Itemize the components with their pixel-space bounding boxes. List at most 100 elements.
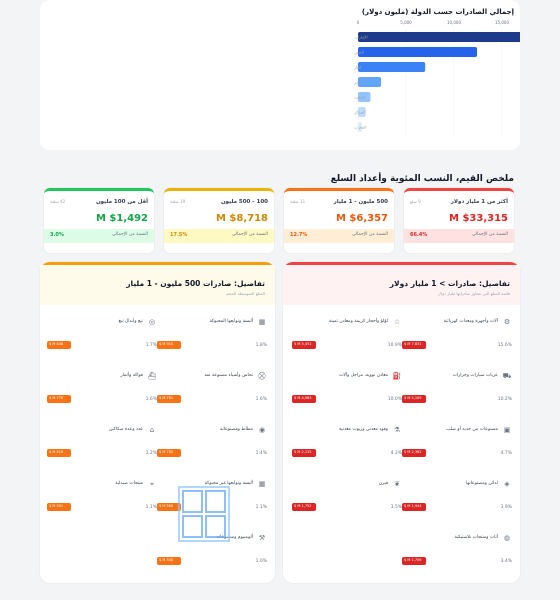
value-badge: M 776 $ — [47, 395, 71, 403]
watermark-logo — [178, 486, 230, 542]
value-badge: M 2,135 $ — [292, 449, 316, 457]
item-percent: 3.9% — [500, 505, 512, 510]
category-label: الجزائر — [353, 110, 366, 115]
item-percent: 1.4% — [255, 451, 267, 456]
kpi-value: M $33,315 — [449, 213, 508, 224]
value-badge: M 551 $ — [47, 503, 71, 511]
bar[interactable] — [358, 62, 426, 72]
item-name: نحاس وأشياء مصنوعة منه — [204, 373, 253, 378]
panel-subtitle: السلع المتوسطة الحجم — [226, 291, 265, 296]
list-item[interactable]: ⌖ منتجات صيدلية 1.1% M 551 $ — [47, 479, 157, 519]
building-icon: ▦ — [258, 480, 266, 488]
category-label: الصين — [354, 50, 364, 55]
factory-icon: ⌖ — [150, 480, 154, 488]
panel-header: تفاصيل: صادرات 500 مليون - 1 مليار السلع… — [40, 265, 275, 305]
item-percent: 15.6% — [497, 343, 512, 348]
kpi-count: 19 سلعة — [170, 199, 186, 204]
fuel-icon: ⛽ — [392, 372, 402, 380]
item-percent: 1.2% — [145, 451, 157, 456]
bar[interactable] — [358, 122, 362, 132]
list-item[interactable]: ▣ مصنوعات من حديد أو صلب 4.7% M 2,362 $ — [402, 425, 512, 465]
value-badge: M 7,831 $ — [402, 341, 426, 349]
item-percent: 3.4% — [500, 559, 512, 564]
bar[interactable] — [358, 77, 382, 87]
category-label: قطر — [353, 65, 361, 70]
exports-bar-chart: 05,00010,00015,00020,000الإماراتالصينقطر… — [353, 20, 520, 137]
value-badge: M 5,109 $ — [402, 395, 426, 403]
kpi-share-bar — [284, 229, 394, 243]
bar[interactable] — [358, 92, 371, 102]
list-item[interactable]: ⛟ عربات سيارات وجرارات 10.2% M 5,109 $ — [402, 371, 512, 411]
list-item[interactable]: ⚗ وقود معدني وزيوت معدنية 4.3% M 2,135 $ — [292, 425, 402, 465]
item-percent: 10.9% — [387, 343, 402, 348]
list-item[interactable]: ▦ ألبسة وتوابعها غير محبوكة 1.1% M 566 $ — [157, 479, 267, 519]
kpi-value: M $6,357 — [335, 213, 388, 224]
value-badge-text: M 1,944 $ — [404, 504, 422, 508]
list-item[interactable]: ◍ أثاث ومنتجات بلاستيكية 3.4% M 1,706 $ — [402, 533, 512, 573]
kpi-share-value: 12.7% — [290, 232, 308, 238]
package-icon: ◍ — [503, 534, 511, 542]
basket-icon: ⌂ — [149, 426, 155, 434]
item-percent: 3.5% — [390, 505, 402, 510]
list-item[interactable]: ▦ ألبسة وتوابعها المحبوكة 1.8% M 910 $ — [157, 317, 267, 357]
list-item[interactable]: ◎ تبغ وأبدال تبغ 1.7% M 848 $ — [47, 317, 157, 357]
list-item[interactable]: ⌂ عدد وعدة سكاكين 1.2% M 618 $ — [47, 425, 157, 465]
summary-section: ملخص القيم، النسب المئوية وأعداد السلع أ… — [40, 158, 520, 258]
star-icon: ☆ — [393, 318, 401, 326]
building-icon: ▦ — [258, 318, 266, 326]
item-percent: 1.6% — [255, 397, 267, 402]
cart-icon: ⛒ — [258, 372, 266, 380]
value-badge: M 1,706 $ — [402, 557, 426, 565]
value-badge: M 848 $ — [47, 341, 71, 349]
list-item[interactable]: ◉ مطاط ومصنوعاته 1.4% M 702 $ — [157, 425, 267, 465]
value-badge-text: M 566 $ — [159, 504, 174, 508]
summary-title: ملخص القيم، النسب المئوية وأعداد السلع — [330, 174, 514, 184]
x-tick-label: 5,000 — [400, 20, 412, 25]
value-badge-text: M 5,451 $ — [294, 342, 312, 346]
item-name: عربات سيارات وجرارات — [452, 373, 498, 378]
value-badge: M 566 $ — [157, 503, 181, 511]
value-badge-text: M 2,362 $ — [404, 450, 422, 454]
value-badge: M 5,451 $ — [292, 341, 316, 349]
kpi-count: 11 سلعة — [290, 199, 306, 204]
value-badge-text: M 2,135 $ — [294, 450, 312, 454]
item-name: ألبسة وتوابعها غير محبوكة — [204, 481, 253, 486]
value-badge: M 2,362 $ — [402, 449, 426, 457]
value-badge-text: M 4,983 $ — [294, 396, 312, 400]
item-percent: 10.0% — [387, 397, 402, 402]
bar[interactable] — [358, 32, 520, 42]
list-item[interactable]: ⛒ نحاس وأشياء مصنوعة منه 1.6% M 781 $ — [157, 371, 267, 411]
list-item[interactable]: ☆ لؤلؤ وأحجار كريمة ومعادن ثمينة 10.9% M… — [292, 317, 402, 357]
list-item[interactable]: ⛽ معادن نووية، مراجل وآلات 10.0% M 4,983… — [292, 371, 402, 411]
item-name: مطاط ومصنوعاته — [220, 427, 253, 432]
exports-chart-card: إجمالي الصادرات حسب الدولة (مليون دولار)… — [40, 0, 520, 150]
list-item[interactable]: ❦ فيرن 3.5% M 1,752 $ — [292, 479, 402, 519]
list-item[interactable]: ⚙ آلات وأجهزة ومعدات كهربائية 15.6% M 7,… — [402, 317, 512, 357]
category-label: الكويت — [354, 95, 366, 100]
value-badge-text: M 5,109 $ — [404, 396, 422, 400]
box-icon: ▣ — [503, 426, 511, 434]
kpi-label: 500 مليون - 1 مليار — [333, 199, 388, 205]
value-badge-text: M 508 $ — [159, 558, 174, 562]
kpi-value: M $1,492 — [95, 213, 148, 224]
gear-icon: ⚙ — [503, 318, 511, 326]
list-item[interactable]: ⛴ فواكه وأثمار 1.6% M 776 $ — [47, 371, 157, 411]
item-percent: 1.1% — [255, 505, 267, 510]
value-badge: M 4,983 $ — [292, 395, 316, 403]
category-label: المغرب — [354, 125, 367, 130]
value-badge-text: M 702 $ — [159, 450, 174, 454]
value-badge: M 1,944 $ — [402, 503, 426, 511]
kpi-share-value: 17.5% — [170, 232, 188, 238]
kpi-share-label: النسبة من الإجمالي — [231, 232, 268, 237]
bar[interactable] — [358, 47, 478, 57]
list-item[interactable]: ◈ لدائن ومصنوعاتها 3.9% M 1,944 $ — [402, 479, 512, 519]
list-item[interactable]: ⚒ ألومنيوم ومصنوعاته 1.0% M 508 $ — [157, 533, 267, 573]
bar[interactable] — [358, 107, 366, 117]
chart-icon: ◉ — [258, 426, 266, 434]
value-badge-text: M 848 $ — [49, 342, 64, 346]
panel-subtitle: قائمة السلع التي تتجاوز صادراتها مليار د… — [438, 291, 510, 296]
value-badge-text: M 910 $ — [159, 342, 174, 346]
item-name: فيرن — [378, 481, 388, 486]
item-percent: 4.7% — [500, 451, 512, 456]
value-badge-text: M 7,831 $ — [404, 342, 422, 346]
